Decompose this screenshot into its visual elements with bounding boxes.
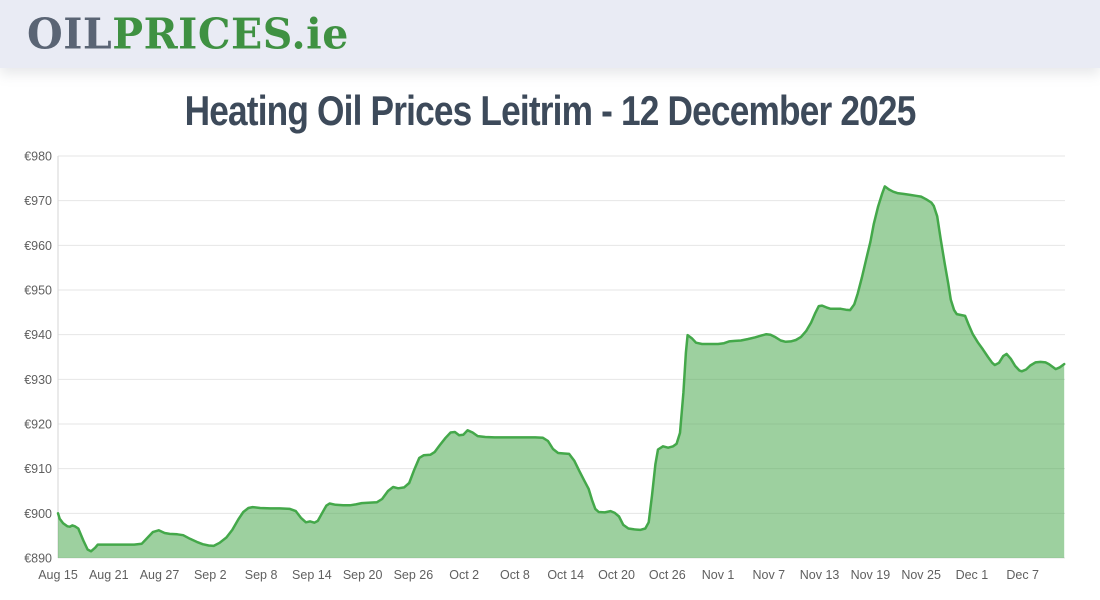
- site-logo[interactable]: OILPRICES.ie: [27, 13, 349, 55]
- x-axis-label: Sep 8: [245, 568, 278, 582]
- y-axis-label: €930: [24, 373, 52, 387]
- x-axis-label: Sep 14: [292, 568, 332, 582]
- y-axis-label: €900: [24, 507, 52, 521]
- price-line: [56, 185, 1066, 553]
- logo-text-prices: PRICES: [112, 9, 292, 58]
- y-axis-label: €920: [24, 418, 52, 432]
- y-axis-label: €940: [24, 328, 52, 342]
- x-axis-label: Sep 26: [394, 568, 434, 582]
- x-axis-label: Aug 15: [38, 568, 78, 582]
- page-title: Heating Oil Prices Leitrim - 12 December…: [184, 87, 917, 134]
- x-axis-label: Nov 1: [702, 568, 735, 582]
- price-area-fill: [58, 186, 1065, 558]
- x-axis-label: Dec 1: [956, 568, 989, 582]
- x-axis-label: Aug 27: [140, 568, 180, 582]
- x-axis-label: Aug 21: [89, 568, 129, 582]
- x-axis-label: Nov 13: [800, 568, 840, 582]
- x-axis-label: Oct 2: [449, 568, 479, 582]
- page-title-wrap: Heating Oil Prices Leitrim - 12 December…: [0, 87, 1100, 134]
- x-axis-label: Oct 8: [500, 568, 530, 582]
- x-axis-label: Oct 20: [598, 568, 635, 582]
- y-axis-label: €950: [24, 284, 52, 298]
- x-axis-label: Nov 25: [901, 568, 941, 582]
- logo-text-oil: OIL: [27, 9, 113, 58]
- chart-canvas: €890 €900 €910 €920 €930 €940 €950 €960 €970 €980…: [24, 150, 1066, 582]
- y-axis-label: €890: [24, 552, 52, 566]
- x-axis-label: Oct 14: [547, 568, 584, 582]
- x-axis-label: Nov 19: [851, 568, 891, 582]
- x-axis-label: Sep 2: [194, 568, 227, 582]
- header: OILPRICES.ie: [0, 0, 1100, 68]
- logo-text-ie: .ie: [291, 9, 349, 58]
- price-chart[interactable]: €890 €900 €910 €920 €930 €940 €950 €960 €970 €980…: [0, 140, 1100, 600]
- x-axis-label: Dec 7: [1006, 568, 1039, 582]
- y-axis-label: €970: [24, 194, 52, 208]
- y-axis-label: €960: [24, 239, 52, 253]
- x-axis-label: Nov 7: [752, 568, 785, 582]
- x-axis-label: Sep 20: [343, 568, 383, 582]
- y-axis-label: €910: [24, 462, 52, 476]
- x-axis-label: Oct 26: [649, 568, 686, 582]
- y-axis-label: €980: [24, 150, 52, 164]
